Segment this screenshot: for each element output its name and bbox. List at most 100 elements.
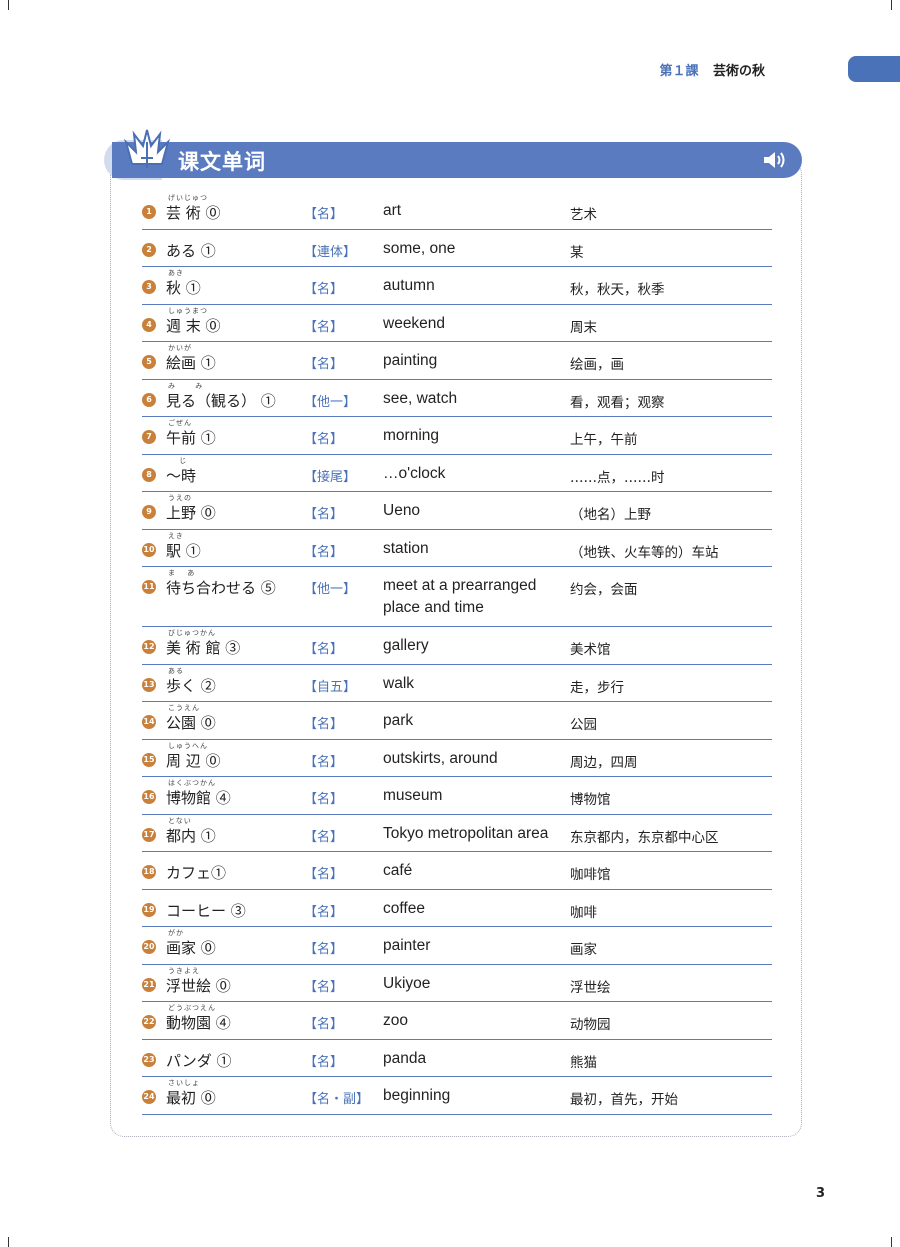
japanese-word: 芸 術 ⓪	[166, 204, 221, 222]
item-number: 5	[142, 355, 156, 369]
part-of-speech: 【名】	[304, 319, 344, 335]
furigana: さいしょ	[168, 1079, 200, 1087]
chinese-meaning: 画家	[570, 942, 597, 958]
item-number: 17	[142, 827, 156, 842]
item-number: 3	[142, 280, 156, 294]
chinese-meaning: 绘画，画	[570, 357, 624, 373]
part-of-speech: 【名】	[304, 904, 344, 920]
vocabulary-row: 1 げいじゅつ芸 術 ⓪ 【名】 art 艺术	[142, 192, 772, 230]
english-meaning: museum	[383, 787, 443, 804]
vocabulary-row: 18 カフェ① 【名】 café 咖啡馆	[142, 852, 772, 890]
part-of-speech: 【名】	[304, 942, 344, 957]
english-meaning: meet at a prearranged place and time	[383, 577, 537, 616]
part-of-speech: 【連体】	[304, 244, 357, 260]
item-number: 11	[142, 580, 156, 594]
english-meaning: gallery	[383, 637, 429, 654]
part-of-speech: 【名・副】	[304, 1092, 370, 1107]
furigana: あき	[168, 269, 184, 277]
item-number: 10	[142, 542, 156, 557]
part-of-speech: 【名】	[304, 829, 344, 845]
part-of-speech: 【名】	[304, 544, 344, 560]
vocabulary-row: 22 どうぶつえん 動物園 ④ 【名】 zoo 动物园	[142, 1002, 772, 1040]
chinese-meaning: 博物馆	[570, 792, 611, 808]
japanese-word: 画家 ⓪	[166, 939, 216, 957]
part-of-speech: 【他一】	[304, 394, 357, 410]
chinese-meaning: 上午，午前	[570, 432, 638, 448]
chinese-meaning: 秋，秋天，秋季	[570, 282, 665, 298]
furigana: びじゅつかん	[168, 629, 216, 637]
vocabulary-row: 13 ある 歩く ② 【自五】 walk 走，步行	[142, 665, 772, 702]
section-title: 课文单词	[178, 150, 266, 174]
part-of-speech: 【名】	[304, 717, 344, 732]
furigana: げいじゅつ	[168, 194, 208, 202]
vocabulary-row: 7 ごぜん 午前 ① 【名】 morning 上午，午前	[142, 417, 772, 455]
english-meaning: Ueno	[383, 502, 421, 519]
english-meaning: art	[383, 202, 402, 219]
english-meaning: station	[383, 539, 429, 557]
section-band	[112, 142, 802, 178]
item-number: 20	[142, 940, 156, 954]
item-number: 12	[142, 640, 156, 654]
item-number: 1	[142, 205, 156, 219]
english-meaning: coffee	[383, 899, 425, 917]
vocabulary-row: 19 コーヒー ③ 【名】 coffee 咖啡	[142, 890, 772, 927]
item-number: 22	[142, 1015, 156, 1029]
furigana: うきよえ	[168, 966, 200, 975]
japanese-word: パンダ ①	[166, 1051, 232, 1070]
chinese-meaning: 约会，会面	[570, 582, 638, 598]
vocabulary-row: 24 さいしょ 最初 ⓪ 【名・副】 beginning 最初，首先，开始	[142, 1077, 772, 1115]
english-meaning: panda	[383, 1049, 427, 1067]
vocabulary-row: 2 ある ① 【連体】 some, one 某	[142, 230, 772, 267]
item-number: 14	[142, 715, 156, 729]
chinese-meaning: 周末	[570, 319, 597, 336]
chinese-meaning: 咖啡馆	[570, 867, 611, 883]
chinese-meaning: 浮世绘	[570, 979, 611, 996]
crown-logo-icon	[124, 129, 170, 168]
vocabulary-row: 23 パンダ ① 【名】 panda 熊猫	[142, 1040, 772, 1077]
english-meaning: see, watch	[383, 389, 458, 407]
running-header: 第１課 芸術の秋	[659, 60, 765, 79]
furigana: どうぶつえん	[168, 1004, 216, 1012]
page-number: 3	[816, 1186, 826, 1201]
lesson-title: 芸術の秋	[712, 64, 765, 79]
japanese-word: 週 末 ⓪	[166, 316, 221, 335]
chinese-meaning: （地名）上野	[570, 507, 651, 523]
english-meaning: weekend	[383, 314, 446, 332]
chinese-meaning: 东京都内，东京都中心区	[570, 829, 719, 846]
vocabulary-row: 8 じ～時 【接尾】 …o'clock ……点，……时	[142, 455, 772, 492]
vocabulary-row: 14 こうえん 公園 ⓪ 【名】 park 公园	[142, 702, 772, 740]
chinese-meaning: 公园	[570, 717, 597, 733]
english-meaning: outskirts, around	[383, 749, 498, 767]
crop-mark	[891, 1237, 892, 1247]
part-of-speech: 【接尾】	[304, 469, 357, 485]
furigana: ま あ	[168, 569, 196, 577]
chinese-meaning: 最初，首先，开始	[570, 1092, 678, 1108]
item-number: 24	[142, 1090, 156, 1104]
part-of-speech: 【名】	[304, 282, 344, 297]
crop-mark	[8, 1237, 9, 1247]
item-number: 19	[142, 902, 156, 917]
japanese-word: 午前 ①	[166, 429, 216, 447]
furigana: ある	[168, 666, 184, 675]
speaker-icon[interactable]	[762, 150, 788, 170]
vocabulary-row: 21 うきよえ 浮世絵 ⓪ 【名】 Ukiyoe 浮世绘	[142, 965, 772, 1002]
english-meaning: park	[383, 712, 414, 729]
furigana: うえの	[168, 494, 192, 502]
vocabulary-row: 15 しゅうへん周 辺 ⓪ 【名】 outskirts, around 周边，四周	[142, 740, 772, 777]
japanese-word: 美 術 館 ③	[166, 639, 241, 657]
item-number: 4	[142, 317, 156, 332]
english-meaning: zoo	[383, 1012, 408, 1029]
vocabulary-list: 1 げいじゅつ芸 術 ⓪ 【名】 art 艺术 2 ある ① 【連体】 some, one 某 3 あ…	[142, 192, 772, 1115]
vocabulary-row: 5 かいが 絵画 ① 【名】 painting 绘画，画	[142, 342, 772, 380]
japanese-word: 上野 ⓪	[166, 504, 216, 522]
furigana: はくぶつかん	[168, 779, 216, 787]
english-meaning: Tokyo metropolitan area	[383, 824, 549, 842]
japanese-word: ～時	[166, 466, 197, 485]
item-number: 6	[142, 392, 156, 407]
furigana: がか	[168, 929, 184, 937]
vocabulary-row: 4 しゅうまつ週 末 ⓪ 【名】 weekend 周末	[142, 305, 772, 342]
chinese-meaning: 咖啡	[570, 904, 597, 921]
part-of-speech: 【名】	[304, 432, 344, 447]
vocabulary-row: 17 とない 都内 ① 【名】 Tokyo metropolitan area 东京都内，…	[142, 815, 772, 852]
english-meaning: beginning	[383, 1087, 451, 1104]
